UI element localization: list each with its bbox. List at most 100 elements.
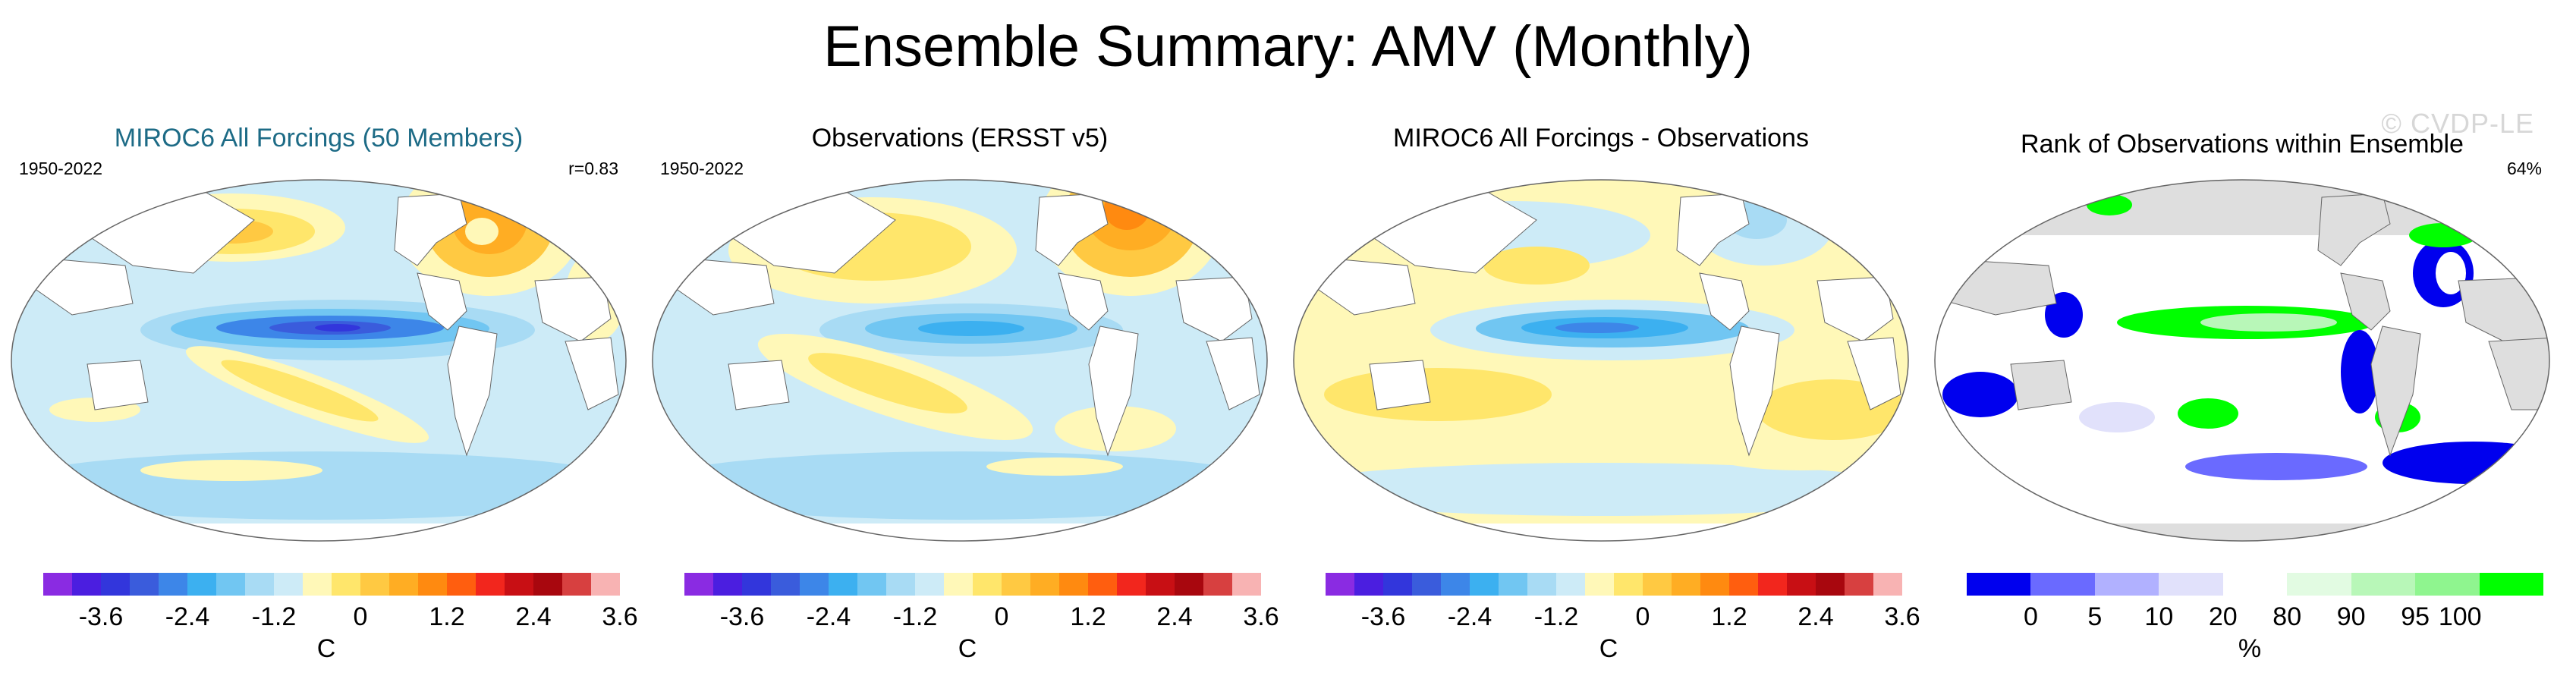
colorbar-swatch (857, 573, 886, 596)
colorbar-tick-label: 2.4 (515, 602, 552, 631)
watermark: © CVDP-LE (2381, 108, 2534, 139)
panel-rank: © CVDP-LE Rank of Observations within En… (1927, 108, 2557, 569)
colorbar-swatch (1643, 573, 1672, 596)
percent-label: 64% (2506, 159, 2542, 178)
map-rank (1934, 179, 2550, 542)
colorbar-tick-label: 0 (994, 602, 1009, 631)
map-difference (1293, 179, 1909, 542)
colorbar-swatch (1383, 573, 1412, 596)
colorbar-swatch (886, 573, 915, 596)
colorbar-tick-label: 90 (2336, 602, 2366, 631)
colorbar-swatch (2094, 573, 2159, 596)
colorbar-swatch (130, 573, 159, 596)
colorbar-swatch (1729, 573, 1758, 596)
colorbar-swatch (1203, 573, 1232, 596)
map-observations (652, 179, 1268, 542)
correlation-label: r=0.83 (568, 159, 618, 178)
colorbar-swatch (1146, 573, 1175, 596)
panel-observations: Observations (ERSST v5) 1950-2022 (645, 114, 1275, 569)
colorbar-swatch (742, 573, 771, 596)
colorbar-tick-label: -3.6 (1360, 602, 1406, 631)
colorbar-swatch (216, 573, 245, 596)
colorbar-tick-label: 5 (2087, 602, 2103, 631)
colorbar-swatch (713, 573, 742, 596)
colorbar-swatch (1326, 573, 1354, 596)
colorbar-swatch (829, 573, 857, 596)
colorbar-swatch (1088, 573, 1117, 596)
colorbar-tick-label: -1.2 (892, 602, 938, 631)
colorbar-swatch (360, 573, 389, 596)
colorbar-swatch (1700, 573, 1729, 596)
colorbar-tick-label: 3.6 (1243, 602, 1279, 631)
colorbar-tick-label: 3.6 (602, 602, 638, 631)
colorbar-observations: -3.6 -2.4 -1.2 0 1.2 2.4 3.6 C (684, 573, 1279, 671)
colorbar-swatch (2222, 573, 2288, 596)
colorbar-swatch (1117, 573, 1146, 596)
colorbar-tick-label: 1.2 (1070, 602, 1106, 631)
colorbar-tick-label: -2.4 (1447, 602, 1492, 631)
colorbar-tick-label: -2.4 (165, 602, 210, 631)
colorbar-tick-label: -3.6 (719, 602, 765, 631)
colorbar-swatch (2351, 573, 2416, 596)
colorbar-swatch (973, 573, 1002, 596)
colorbar-swatch (101, 573, 130, 596)
colorbar-unit: C (958, 634, 977, 663)
colorbar-swatch (187, 573, 216, 596)
colorbar-swatch (303, 573, 332, 596)
colorbar-swatch (1002, 573, 1030, 596)
colorbar-swatch (1758, 573, 1787, 596)
colorbar-swatches (684, 573, 1261, 596)
colorbar-swatch (1845, 573, 1873, 596)
panel-model-ensemble-mean: MIROC6 All Forcings (50 Members) 1950-20… (4, 114, 634, 569)
colorbar-swatch (533, 573, 562, 596)
colorbar-swatch (274, 573, 303, 596)
colorbar-tick-label: -2.4 (806, 602, 851, 631)
colorbar-swatch (1354, 573, 1383, 596)
panel-difference: MIROC6 All Forcings - Observations (1286, 114, 1916, 569)
colorbar-swatch (1672, 573, 1700, 596)
colorbar-swatch (1470, 573, 1499, 596)
colorbar-swatch (1441, 573, 1470, 596)
colorbar-swatch (1499, 573, 1527, 596)
colorbar-swatch (72, 573, 101, 596)
colorbar-swatch (1787, 573, 1816, 596)
colorbar-swatch (389, 573, 418, 596)
colorbar-tick-label: 20 (2208, 602, 2238, 631)
colorbar-rank: 0 5 10 20 80 90 95 100 % (1967, 573, 2543, 671)
map-model (11, 179, 627, 542)
colorbar-swatch (1527, 573, 1556, 596)
colorbar-swatches (1967, 573, 2543, 596)
colorbar-swatch (1556, 573, 1585, 596)
colorbar-tick-label: 1.2 (429, 602, 465, 631)
colorbar-swatch (505, 573, 533, 596)
colorbar-swatch (1030, 573, 1059, 596)
period-label: 1950-2022 (19, 159, 102, 178)
colorbar-swatch (476, 573, 505, 596)
colorbar-tick-label: 10 (2144, 602, 2174, 631)
period-label: 1950-2022 (660, 159, 744, 178)
colorbar-swatch (915, 573, 944, 596)
colorbar-swatch (1175, 573, 1203, 596)
colorbar-tick-label: 100 (2438, 602, 2482, 631)
colorbar-swatch (418, 573, 447, 596)
colorbar-tick-label: 80 (2272, 602, 2302, 631)
colorbar-swatches (1326, 573, 1902, 596)
colorbar-swatch (944, 573, 973, 596)
panel-title: Observations (ERSST v5) (811, 124, 1109, 152)
panel-title: MIROC6 All Forcings - Observations (1393, 124, 1809, 152)
colorbar-tick-label: -3.6 (78, 602, 124, 631)
colorbar-tick-label: 0 (2023, 602, 2038, 631)
colorbar-difference: -3.6 -2.4 -1.2 0 1.2 2.4 3.6 C (1326, 573, 1920, 671)
colorbar-swatch (2415, 573, 2480, 596)
colorbar-tick-label: 0 (1635, 602, 1650, 631)
colorbar-tick-label: 1.2 (1711, 602, 1747, 631)
colorbar-swatch (1614, 573, 1643, 596)
colorbar-swatch (591, 573, 620, 596)
colorbar-swatch (332, 573, 360, 596)
colorbar-swatch (1816, 573, 1845, 596)
colorbar-swatch (2287, 573, 2351, 596)
colorbar-tick-label: 2.4 (1798, 602, 1834, 631)
colorbar-swatch (159, 573, 187, 596)
colorbar-unit: C (316, 634, 336, 663)
colorbar-swatch (562, 573, 591, 596)
